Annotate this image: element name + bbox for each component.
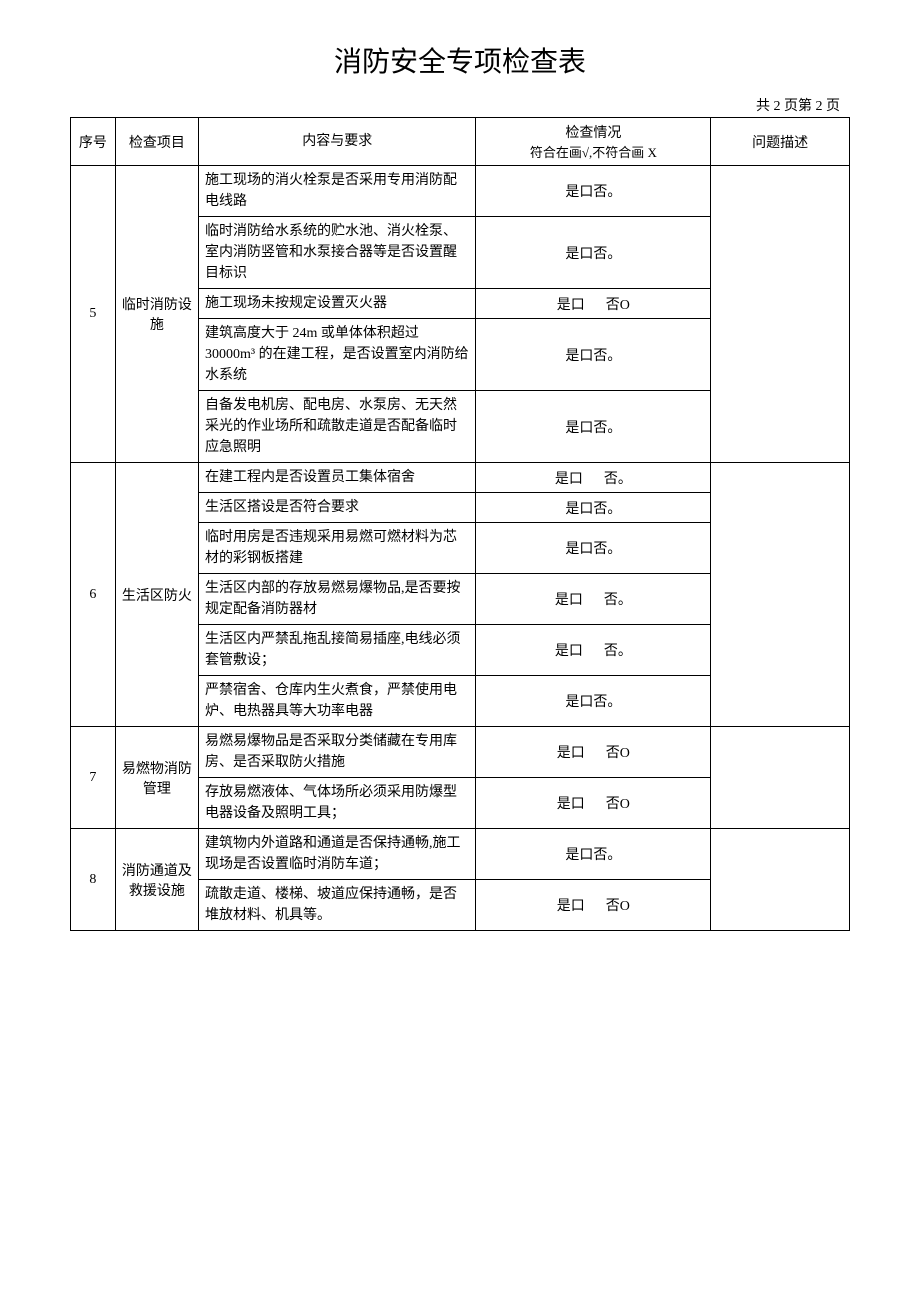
cell-category: 生活区防火 xyxy=(115,463,198,727)
cell-check: 是口否。 xyxy=(476,166,711,217)
table-body: 5临时消防设施施工现场的消火栓泵是否采用专用消防配电线路是口否。临时消防给水系统… xyxy=(71,166,850,931)
cell-content: 严禁宿舍、仓库内生火煮食，严禁使用电炉、电热器具等大功率电器 xyxy=(199,676,476,727)
cell-content: 自备发电机房、配电房、水泵房、无天然采光的作业场所和疏散走道是否配备临时应急照明 xyxy=(199,391,476,463)
header-category: 检查项目 xyxy=(115,118,198,166)
cell-seq: 5 xyxy=(71,166,116,463)
cell-desc xyxy=(711,166,850,463)
page-title: 消防安全专项检查表 xyxy=(70,40,850,80)
cell-check: 是口否。 xyxy=(476,676,711,727)
header-seq: 序号 xyxy=(71,118,116,166)
header-check-line1: 检查情况 xyxy=(482,122,704,142)
cell-desc xyxy=(711,463,850,727)
cell-content: 临时消防给水系统的贮水池、消火栓泵、室内消防竖管和水泵接合器等是否设置醒目标识 xyxy=(199,217,476,289)
cell-content: 施工现场的消火栓泵是否采用专用消防配电线路 xyxy=(199,166,476,217)
header-check: 检查情况 符合在画√,不符合画 X xyxy=(476,118,711,166)
cell-check: 是口否。 xyxy=(476,523,711,574)
cell-check: 是口 否。 xyxy=(476,574,711,625)
cell-category: 消防通道及救援设施 xyxy=(115,829,198,931)
pagination-text: 共 2 页第 2 页 xyxy=(70,95,850,115)
inspection-table: 序号 检查项目 内容与要求 检查情况 符合在画√,不符合画 X 问题描述 5临时… xyxy=(70,117,850,931)
header-check-line2: 符合在画√,不符合画 X xyxy=(482,142,704,161)
cell-content: 临时用房是否违规采用易燃可燃材料为芯材的彩钢板搭建 xyxy=(199,523,476,574)
cell-seq: 7 xyxy=(71,727,116,829)
cell-category: 易燃物消防管理 xyxy=(115,727,198,829)
cell-desc xyxy=(711,829,850,931)
table-header-row: 序号 检查项目 内容与要求 检查情况 符合在画√,不符合画 X 问题描述 xyxy=(71,118,850,166)
cell-seq: 8 xyxy=(71,829,116,931)
cell-check: 是口 否。 xyxy=(476,463,711,493)
cell-category: 临时消防设施 xyxy=(115,166,198,463)
cell-check: 是口 否O xyxy=(476,778,711,829)
cell-content: 生活区搭设是否符合要求 xyxy=(199,493,476,523)
table-row: 5临时消防设施施工现场的消火栓泵是否采用专用消防配电线路是口否。 xyxy=(71,166,850,217)
cell-check: 是口 否。 xyxy=(476,625,711,676)
cell-check: 是口 否O xyxy=(476,727,711,778)
table-row: 6生活区防火在建工程内是否设置员工集体宿舍是口 否。 xyxy=(71,463,850,493)
cell-content: 施工现场未按规定设置灭火器 xyxy=(199,289,476,319)
cell-content: 建筑物内外道路和通道是否保持通畅,施工现场是否设置临时消防车道； xyxy=(199,829,476,880)
cell-check: 是口否。 xyxy=(476,217,711,289)
cell-desc xyxy=(711,727,850,829)
cell-seq: 6 xyxy=(71,463,116,727)
cell-check: 是口 否O xyxy=(476,289,711,319)
cell-check: 是口否。 xyxy=(476,829,711,880)
table-row: 7易燃物消防管理易燃易爆物品是否采取分类储藏在专用库房、是否采取防火措施是口 否… xyxy=(71,727,850,778)
cell-content: 生活区内部的存放易燃易爆物品,是否要按规定配备消防器材 xyxy=(199,574,476,625)
cell-content: 疏散走道、楼梯、坡道应保持通畅，是否堆放材料、机具等。 xyxy=(199,880,476,931)
table-row: 8消防通道及救援设施建筑物内外道路和通道是否保持通畅,施工现场是否设置临时消防车… xyxy=(71,829,850,880)
cell-check: 是口 否O xyxy=(476,880,711,931)
cell-content: 建筑高度大于 24m 或单体体积超过 30000m³ 的在建工程，是否设置室内消… xyxy=(199,319,476,391)
cell-content: 生活区内严禁乱拖乱接简易插座,电线必须套管敷设； xyxy=(199,625,476,676)
cell-check: 是口否。 xyxy=(476,493,711,523)
header-desc: 问题描述 xyxy=(711,118,850,166)
cell-content: 在建工程内是否设置员工集体宿舍 xyxy=(199,463,476,493)
cell-check: 是口否。 xyxy=(476,319,711,391)
cell-check: 是口否。 xyxy=(476,391,711,463)
header-content: 内容与要求 xyxy=(199,118,476,166)
cell-content: 存放易燃液体、气体场所必须采用防爆型电器设备及照明工具； xyxy=(199,778,476,829)
cell-content: 易燃易爆物品是否采取分类储藏在专用库房、是否采取防火措施 xyxy=(199,727,476,778)
